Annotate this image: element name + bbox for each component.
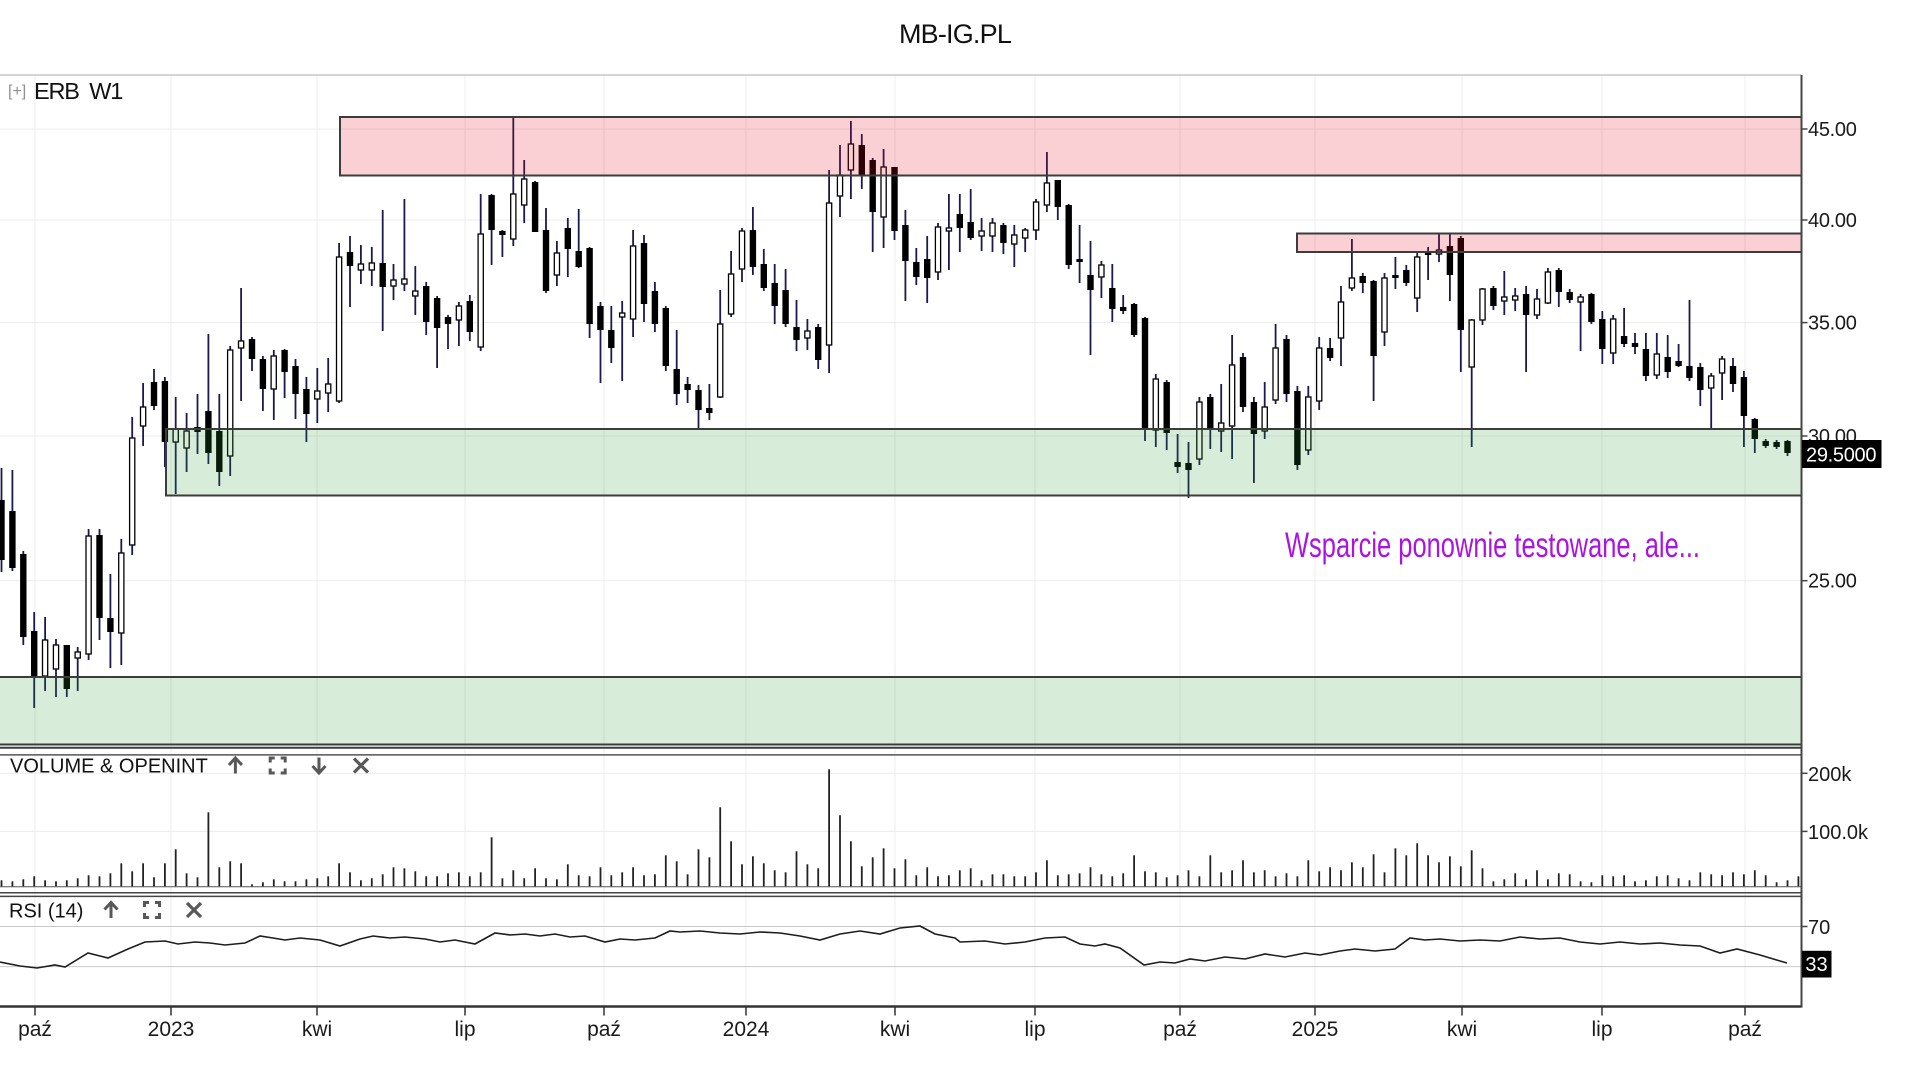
svg-text:RSI (14): RSI (14) — [9, 901, 83, 923]
svg-text:paź: paź — [18, 1018, 52, 1041]
svg-text:25.00: 25.00 — [1808, 571, 1857, 593]
svg-text:100.0k: 100.0k — [1808, 822, 1869, 844]
svg-text:paź: paź — [1728, 1018, 1762, 1041]
svg-text:35.00: 35.00 — [1808, 313, 1857, 335]
svg-text:ERB W1: ERB W1 — [34, 78, 122, 104]
svg-text:Wsparcie ponownie testowane, a: Wsparcie ponownie testowane, ale... — [1285, 526, 1700, 565]
svg-text:paź: paź — [1163, 1018, 1197, 1041]
svg-text:lip: lip — [1591, 1018, 1612, 1041]
svg-text:kwi: kwi — [302, 1018, 332, 1041]
svg-text:paź: paź — [587, 1018, 621, 1041]
svg-text:VOLUME & OPENINT: VOLUME & OPENINT — [10, 756, 208, 778]
svg-text:kwi: kwi — [1447, 1018, 1477, 1041]
svg-text:kwi: kwi — [880, 1018, 910, 1041]
svg-text:200k: 200k — [1808, 764, 1852, 786]
svg-text:2024: 2024 — [723, 1018, 770, 1041]
svg-text:2025: 2025 — [1292, 1018, 1339, 1041]
svg-text:lip: lip — [454, 1018, 475, 1041]
svg-text:40.00: 40.00 — [1808, 210, 1857, 232]
svg-text:lip: lip — [1024, 1018, 1045, 1041]
svg-text:2023: 2023 — [148, 1018, 195, 1041]
svg-text:29.5000: 29.5000 — [1806, 445, 1876, 467]
svg-text:70: 70 — [1808, 917, 1830, 939]
svg-text:33: 33 — [1805, 954, 1827, 976]
svg-text:[+]: [+] — [8, 83, 26, 100]
svg-text:MB-IG.PL: MB-IG.PL — [899, 19, 1012, 49]
svg-text:45.00: 45.00 — [1808, 119, 1857, 141]
